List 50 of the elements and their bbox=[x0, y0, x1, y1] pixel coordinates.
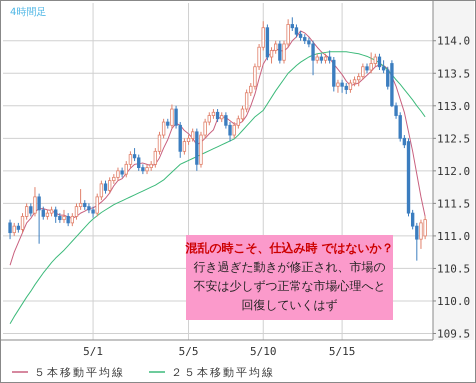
chart-title: 4時間足 bbox=[10, 6, 46, 18]
candlestick bbox=[54, 206, 58, 224]
candlestick bbox=[361, 63, 365, 80]
y-tick-label: 113.0 bbox=[437, 100, 470, 113]
annotation: 回復していくはず bbox=[242, 298, 338, 312]
y-tick-label: 112.5 bbox=[437, 132, 470, 146]
annotation: 不安は少しずつ正常な市場心理へと bbox=[194, 279, 386, 293]
y-tick-label: 112.0 bbox=[437, 164, 470, 178]
candlestick bbox=[266, 24, 270, 61]
y-tick-label: 111.5 bbox=[437, 197, 470, 210]
candlestick bbox=[270, 46, 274, 64]
x-tick-label: 5/15 bbox=[328, 345, 356, 358]
candlestick bbox=[216, 108, 220, 123]
candlestick bbox=[352, 76, 356, 87]
candlestick bbox=[58, 212, 62, 224]
annotation: 混乱の時こそ、仕込み時 ではないか？ bbox=[184, 241, 394, 255]
y-tick-label: 114.0 bbox=[437, 34, 470, 48]
candlestick bbox=[278, 40, 282, 64]
candlestick bbox=[62, 209, 66, 224]
annotation: 行き過ぎた動きが修正され、市場の bbox=[194, 260, 386, 274]
candlestick bbox=[212, 108, 216, 120]
candlestick bbox=[120, 167, 124, 178]
candlestick bbox=[190, 128, 194, 142]
y-tick-label: 113.5 bbox=[437, 67, 470, 80]
y-tick-label: 109.5 bbox=[437, 327, 470, 340]
x-tick-label: 5/1 bbox=[83, 345, 104, 358]
legend-label: ２５本移動平均線 bbox=[171, 366, 275, 379]
candlestick bbox=[303, 34, 306, 44]
candlestick bbox=[137, 154, 140, 172]
candlestick bbox=[324, 53, 328, 64]
y-tick-label: 111.0 bbox=[437, 230, 470, 243]
candlestick bbox=[316, 53, 319, 64]
candlestick bbox=[374, 53, 377, 68]
x-tick-label: 5/10 bbox=[250, 345, 276, 358]
y-tick-label: 110.0 bbox=[437, 294, 470, 308]
y-tick-label: 110.5 bbox=[437, 262, 470, 276]
candlestick bbox=[83, 200, 86, 210]
candlestick bbox=[232, 122, 236, 139]
candlestick bbox=[365, 63, 369, 74]
x-tick-label: 5/5 bbox=[178, 345, 198, 358]
candlestick bbox=[369, 52, 373, 74]
candlestick bbox=[290, 16, 294, 32]
candlestick bbox=[50, 206, 54, 217]
candlestick bbox=[37, 193, 41, 244]
candlestick bbox=[320, 53, 324, 64]
candlestick bbox=[8, 219, 12, 240]
legend-label: ５本移動平均線 bbox=[34, 366, 125, 379]
candlestick bbox=[332, 56, 336, 92]
candlestick bbox=[195, 128, 199, 172]
candlestick bbox=[378, 53, 382, 71]
